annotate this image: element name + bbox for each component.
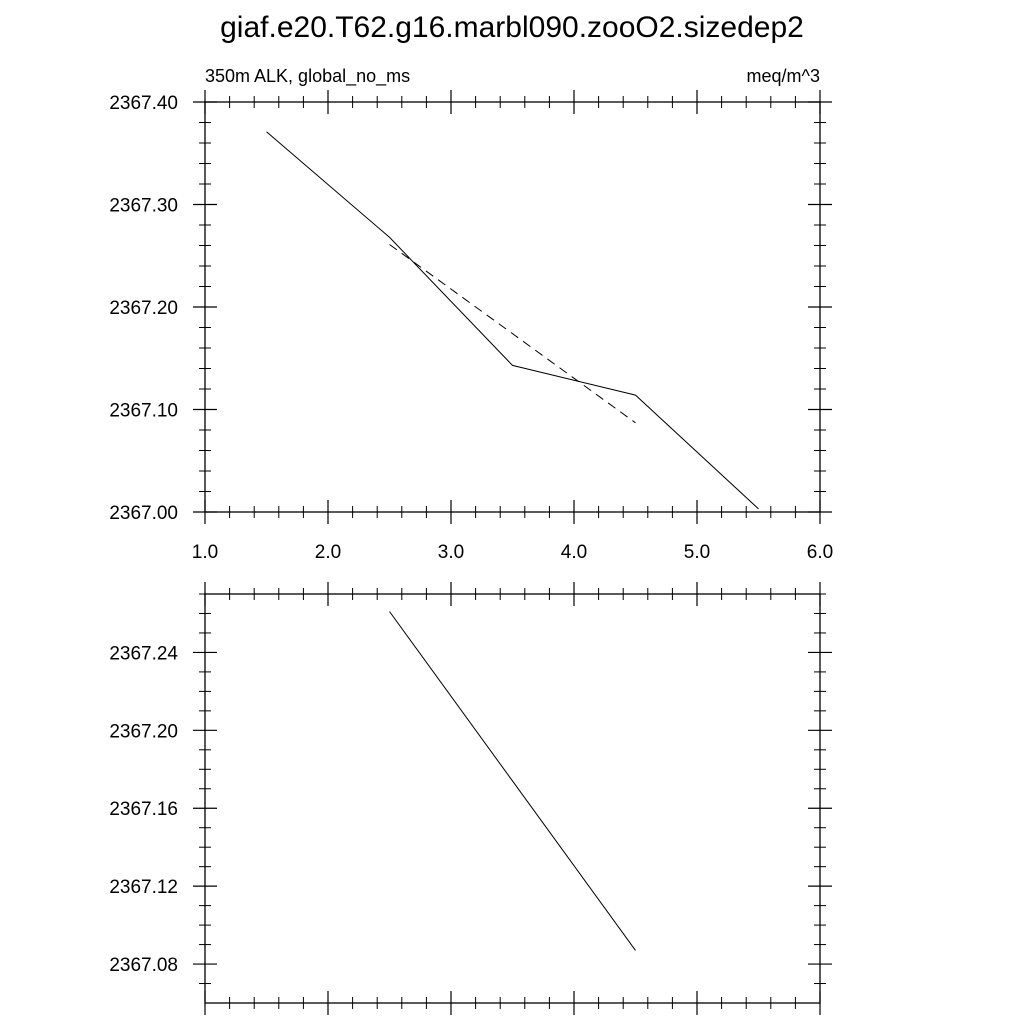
x-tick-label: 4.0 [561,542,587,563]
x-tick-label: 1.0 [192,542,218,563]
y-tick-label: 2367.20 [109,721,178,742]
series-line-1 [266,131,759,510]
y-tick-label: 2367.30 [109,196,178,217]
y-tick-label: 2367.08 [109,955,178,976]
x-tick-label: 3.0 [438,542,464,563]
y-tick-label: 2367.20 [109,298,178,319]
left-string: 350m ALK, global_no_ms [205,66,410,87]
x-tick-label: 2.0 [315,542,341,563]
y-tick-label: 2367.24 [109,643,178,664]
series-line-2-dashed [389,244,636,424]
right-string: meq/m^3 [747,66,820,86]
y-tick-label: 2367.00 [109,503,178,524]
x-tick-label: 5.0 [684,542,710,563]
y-tick-label: 2367.16 [109,799,178,820]
y-tick-label: 2367.12 [109,877,178,898]
plot-frame [204,593,821,1004]
y-tick-label: 2367.40 [109,93,178,114]
chart-panel-1: 1.0 2.0 3.0 4.0 5.0 6.0 2367.00 2367.10 2367.20 2… [109,66,833,563]
x-tick-label: 6.0 [807,542,833,563]
chart-panel-2: 2367.08 2367.12 2367.16 2367.20 2367.24 [109,582,832,1015]
plot-frame [204,101,821,513]
y-tick-label: 2367.10 [109,401,178,422]
chart-title: giaf.e20.T62.g16.marbl090.zooO2.sizedep2 [220,11,804,44]
series-line-1 [389,611,636,951]
